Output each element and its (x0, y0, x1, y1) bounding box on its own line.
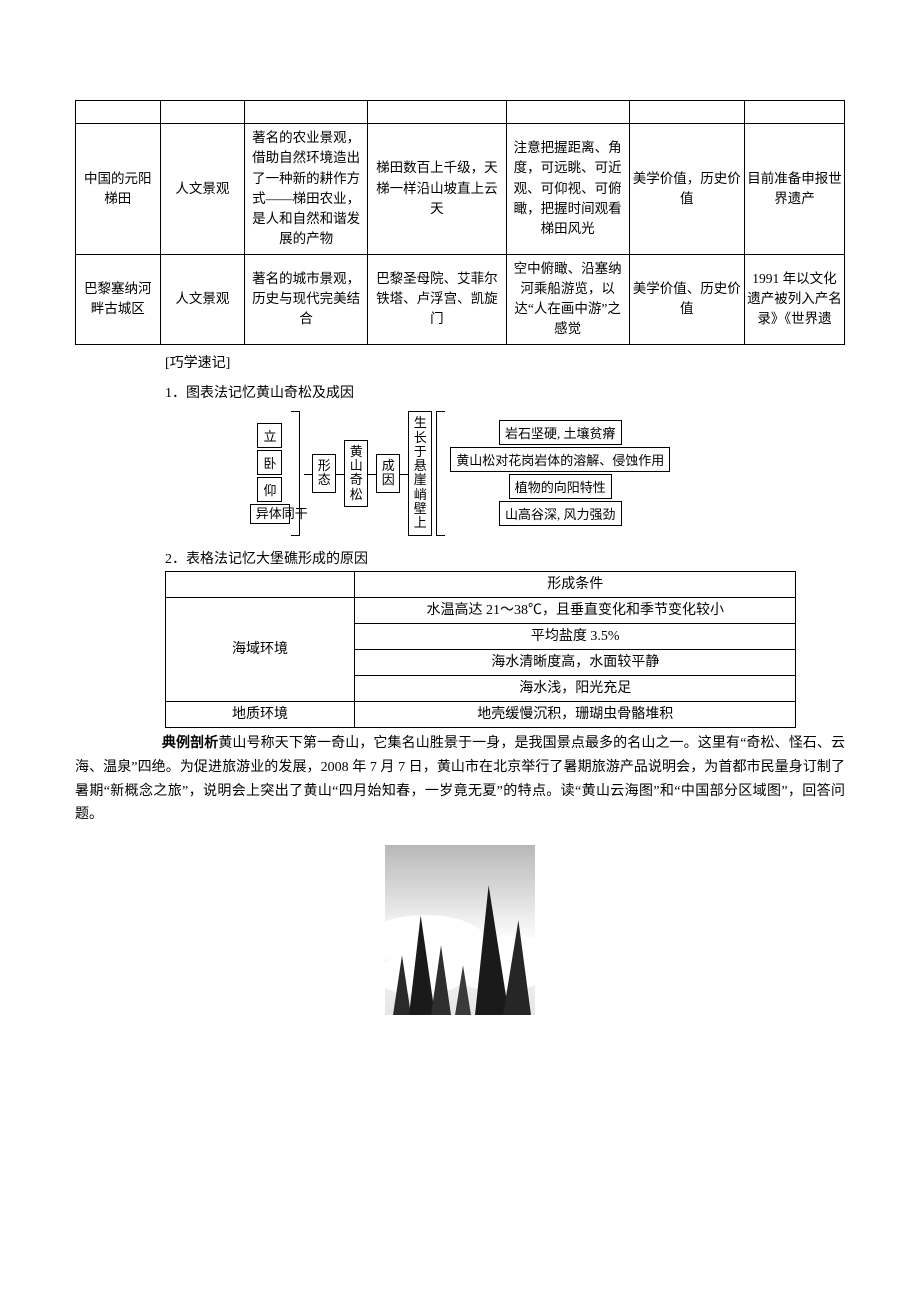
huangshan-cloud-sea-image (385, 845, 535, 1015)
huangshan-pine-diagram: 立 卧 仰 异体同干 形态 (75, 411, 845, 540)
diagram-left-item: 卧 (257, 450, 282, 475)
cell (629, 101, 744, 124)
cell (76, 101, 161, 124)
cell-value: 美学价值，历史价值 (629, 124, 744, 255)
cell-right: 平均盐度 3.5% (355, 624, 796, 650)
diagram-left-item: 立 (257, 423, 282, 448)
reef-conditions-table: 形成条件 海域环境 水温高达 21～38℃，且垂直变化和季节变化较小 平均盐度 … (165, 571, 796, 728)
cell-type: 人文景观 (160, 254, 245, 344)
table-row: 海域环境 水温高达 21～38℃，且垂直变化和季节变化较小 (166, 598, 796, 624)
diagram-left-item: 异体同干 (250, 504, 291, 524)
example-paragraph: 典例剖析黄山号称天下第一奇山，它集名山胜景于一身，是我国景点最多的名山之一。这里… (75, 732, 845, 827)
cell (245, 101, 368, 124)
table-row: 形成条件 (166, 572, 796, 598)
cell-left: 海域环境 (166, 598, 355, 702)
cell-desc: 著名的城市景观，历史与现代完美结合 (245, 254, 368, 344)
cell-feature: 梯田数百上千级，天梯一样沿山坡直上云天 (368, 124, 506, 255)
table-row: 地质环境 地壳缓慢沉积，珊瑚虫骨骼堆积 (166, 702, 796, 728)
diagram-left-mid: 形态 (312, 454, 336, 493)
table-row: 巴黎塞纳河畔古城区 人文景观 著名的城市景观，历史与现代完美结合 巴黎圣母院、艾… (76, 254, 845, 344)
diagram-vertical-text: 生长于悬崖峭壁上 (408, 411, 432, 535)
diagram-left-item-text: 异体同干 (256, 507, 285, 521)
cell-name: 中国的元阳梯田 (76, 124, 161, 255)
diagram-right-item: 植物的向阳特性 (509, 474, 612, 499)
cell-header: 形成条件 (355, 572, 796, 598)
diagram-right-item: 山高谷深, 风力强劲 (499, 501, 622, 526)
mnemonic-heading: [巧学速记] (165, 353, 845, 375)
diagram-left-item: 仰 (257, 477, 282, 502)
diagram-right-item: 黄山松对花岗岩体的溶解、侵蚀作用 (450, 447, 670, 472)
cell-type: 人文景观 (160, 124, 245, 255)
cell-right: 地壳缓慢沉积，珊瑚虫骨骼堆积 (355, 702, 796, 728)
diagram-right-mid: 成因 (376, 454, 400, 493)
cell-view: 空中俯瞰、沿塞纳河乘船游览，以达“人在画中游”之感觉 (506, 254, 629, 344)
example-lead: 典例剖析 (162, 736, 219, 751)
item1-title: 1．图表法记忆黄山奇松及成因 (165, 383, 845, 405)
cell-name: 巴黎塞纳河畔古城区 (76, 254, 161, 344)
cell-view: 注意把握距离、角度，可远眺、可近观、可仰视、可俯瞰，把握时间观看梯田风光 (506, 124, 629, 255)
cell (368, 101, 506, 124)
table-row: 中国的元阳梯田 人文景观 著名的农业景观，借助自然环境造出了一种新的耕作方式——… (76, 124, 845, 255)
cell-left: 地质环境 (166, 702, 355, 728)
cell (744, 101, 844, 124)
cell-right: 水温高达 21～38℃，且垂直变化和季节变化较小 (355, 598, 796, 624)
cell (166, 572, 355, 598)
cell-status: 目前准备申报世界遗产 (744, 124, 844, 255)
cell-right: 海水清晰度高，水面较平静 (355, 650, 796, 676)
diagram-right-item: 岩石坚硬, 土壤贫瘠 (499, 420, 622, 445)
cell (506, 101, 629, 124)
cell-status: 1991 年以文化遗产被列入产名录》《世界遗 (744, 254, 844, 344)
cell (160, 101, 245, 124)
cell-desc: 著名的农业景观，借助自然环境造出了一种新的耕作方式——梯田农业，是人和自然和谐发… (245, 124, 368, 255)
item2-title: 2．表格法记忆大堡礁形成的原因 (165, 549, 845, 571)
table-row-empty (76, 101, 845, 124)
cell-right: 海水浅，阳光充足 (355, 676, 796, 702)
diagram-center: 黄山奇松 (344, 440, 368, 507)
cell-feature: 巴黎圣母院、艾菲尔铁塔、卢浮宫、凯旋门 (368, 254, 506, 344)
landscape-table: 中国的元阳梯田 人文景观 著名的农业景观，借助自然环境造出了一种新的耕作方式——… (75, 100, 845, 345)
cell-value: 美学价值、历史价值 (629, 254, 744, 344)
